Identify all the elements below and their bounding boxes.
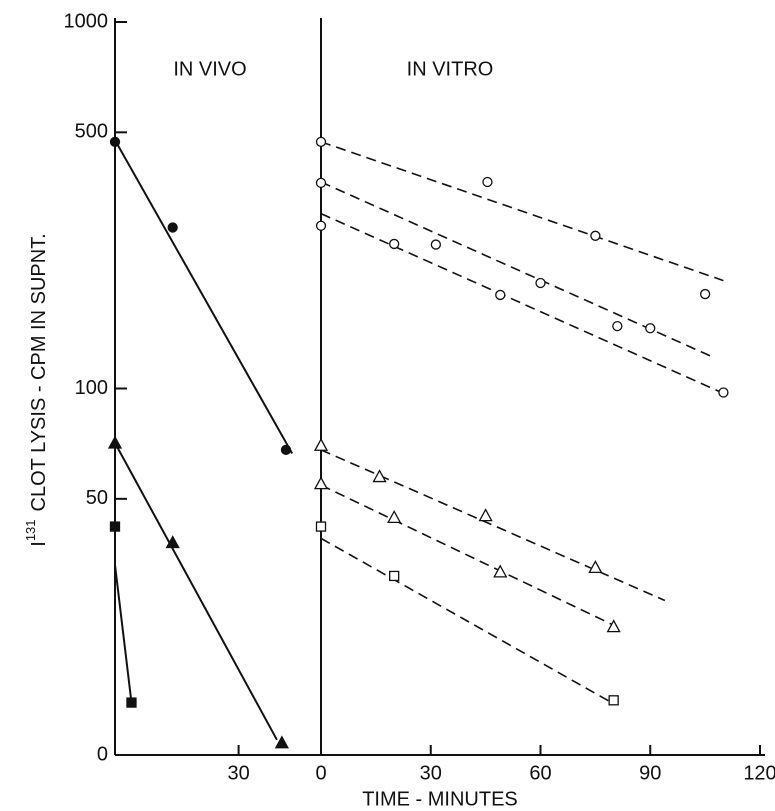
x-tick-label: 60: [529, 762, 551, 784]
panel-title: IN VIVO: [173, 58, 246, 80]
fit-line: [320, 449, 666, 602]
data-point: [612, 320, 623, 332]
data-point: [482, 176, 493, 188]
data-point: [430, 239, 442, 250]
x-tick-label: 0: [315, 762, 326, 784]
y-tick-label: 500: [75, 121, 108, 143]
data-point: [315, 220, 327, 231]
data-point: [372, 469, 387, 483]
y-axis-label: I131 CLOT LYSIS - CPM IN SUPNT.: [23, 233, 50, 546]
data-point: [645, 323, 656, 334]
data-point: [109, 521, 121, 532]
data-point: [389, 570, 400, 582]
data-point: [126, 697, 137, 708]
x-tick-label: 30: [420, 762, 442, 784]
data-point: [109, 136, 121, 147]
x-tick-label: 90: [639, 762, 661, 784]
x-tick-label: 120: [743, 762, 775, 784]
y-tick-label: 50: [86, 487, 108, 509]
y-tick-label: 1000: [64, 10, 109, 32]
panel-title: IN VITRO: [407, 58, 494, 80]
data-point: [590, 230, 601, 241]
data-point: [493, 564, 508, 578]
data-point: [535, 277, 546, 289]
y-tick-label: 0: [97, 743, 108, 765]
y-label-superscript: 131: [23, 519, 38, 541]
data-point: [280, 444, 292, 456]
data-point: [699, 288, 711, 300]
data-point: [313, 476, 329, 490]
data-point: [608, 695, 619, 706]
data-point: [313, 437, 329, 451]
y-label-text: CLOT LYSIS - CPM IN SUPNT.: [28, 233, 50, 511]
fit-line: [320, 537, 615, 705]
data-point: [478, 508, 493, 522]
fit-line: [320, 484, 615, 626]
data-point: [274, 735, 289, 749]
data-point: [389, 238, 400, 250]
data-point: [167, 222, 178, 233]
y-tick-label: 100: [75, 377, 108, 399]
fit-line: [320, 212, 724, 395]
data-point: [315, 136, 327, 147]
data-point: [606, 619, 621, 633]
data-point: [315, 521, 327, 532]
data-point: [165, 535, 180, 549]
data-point: [315, 177, 327, 189]
fit-line: [320, 141, 724, 282]
x-tick-label: 30: [227, 762, 249, 784]
data-point: [588, 560, 603, 574]
fit-line: [114, 564, 133, 703]
fit-line: [114, 139, 294, 454]
data-point: [107, 435, 123, 449]
data-point: [495, 289, 506, 301]
fit-line: [114, 442, 278, 741]
data-point: [718, 387, 729, 398]
x-axis-label: TIME - MINUTES: [362, 788, 518, 810]
y-label-symbol: I: [28, 541, 50, 547]
data-point: [387, 510, 402, 524]
